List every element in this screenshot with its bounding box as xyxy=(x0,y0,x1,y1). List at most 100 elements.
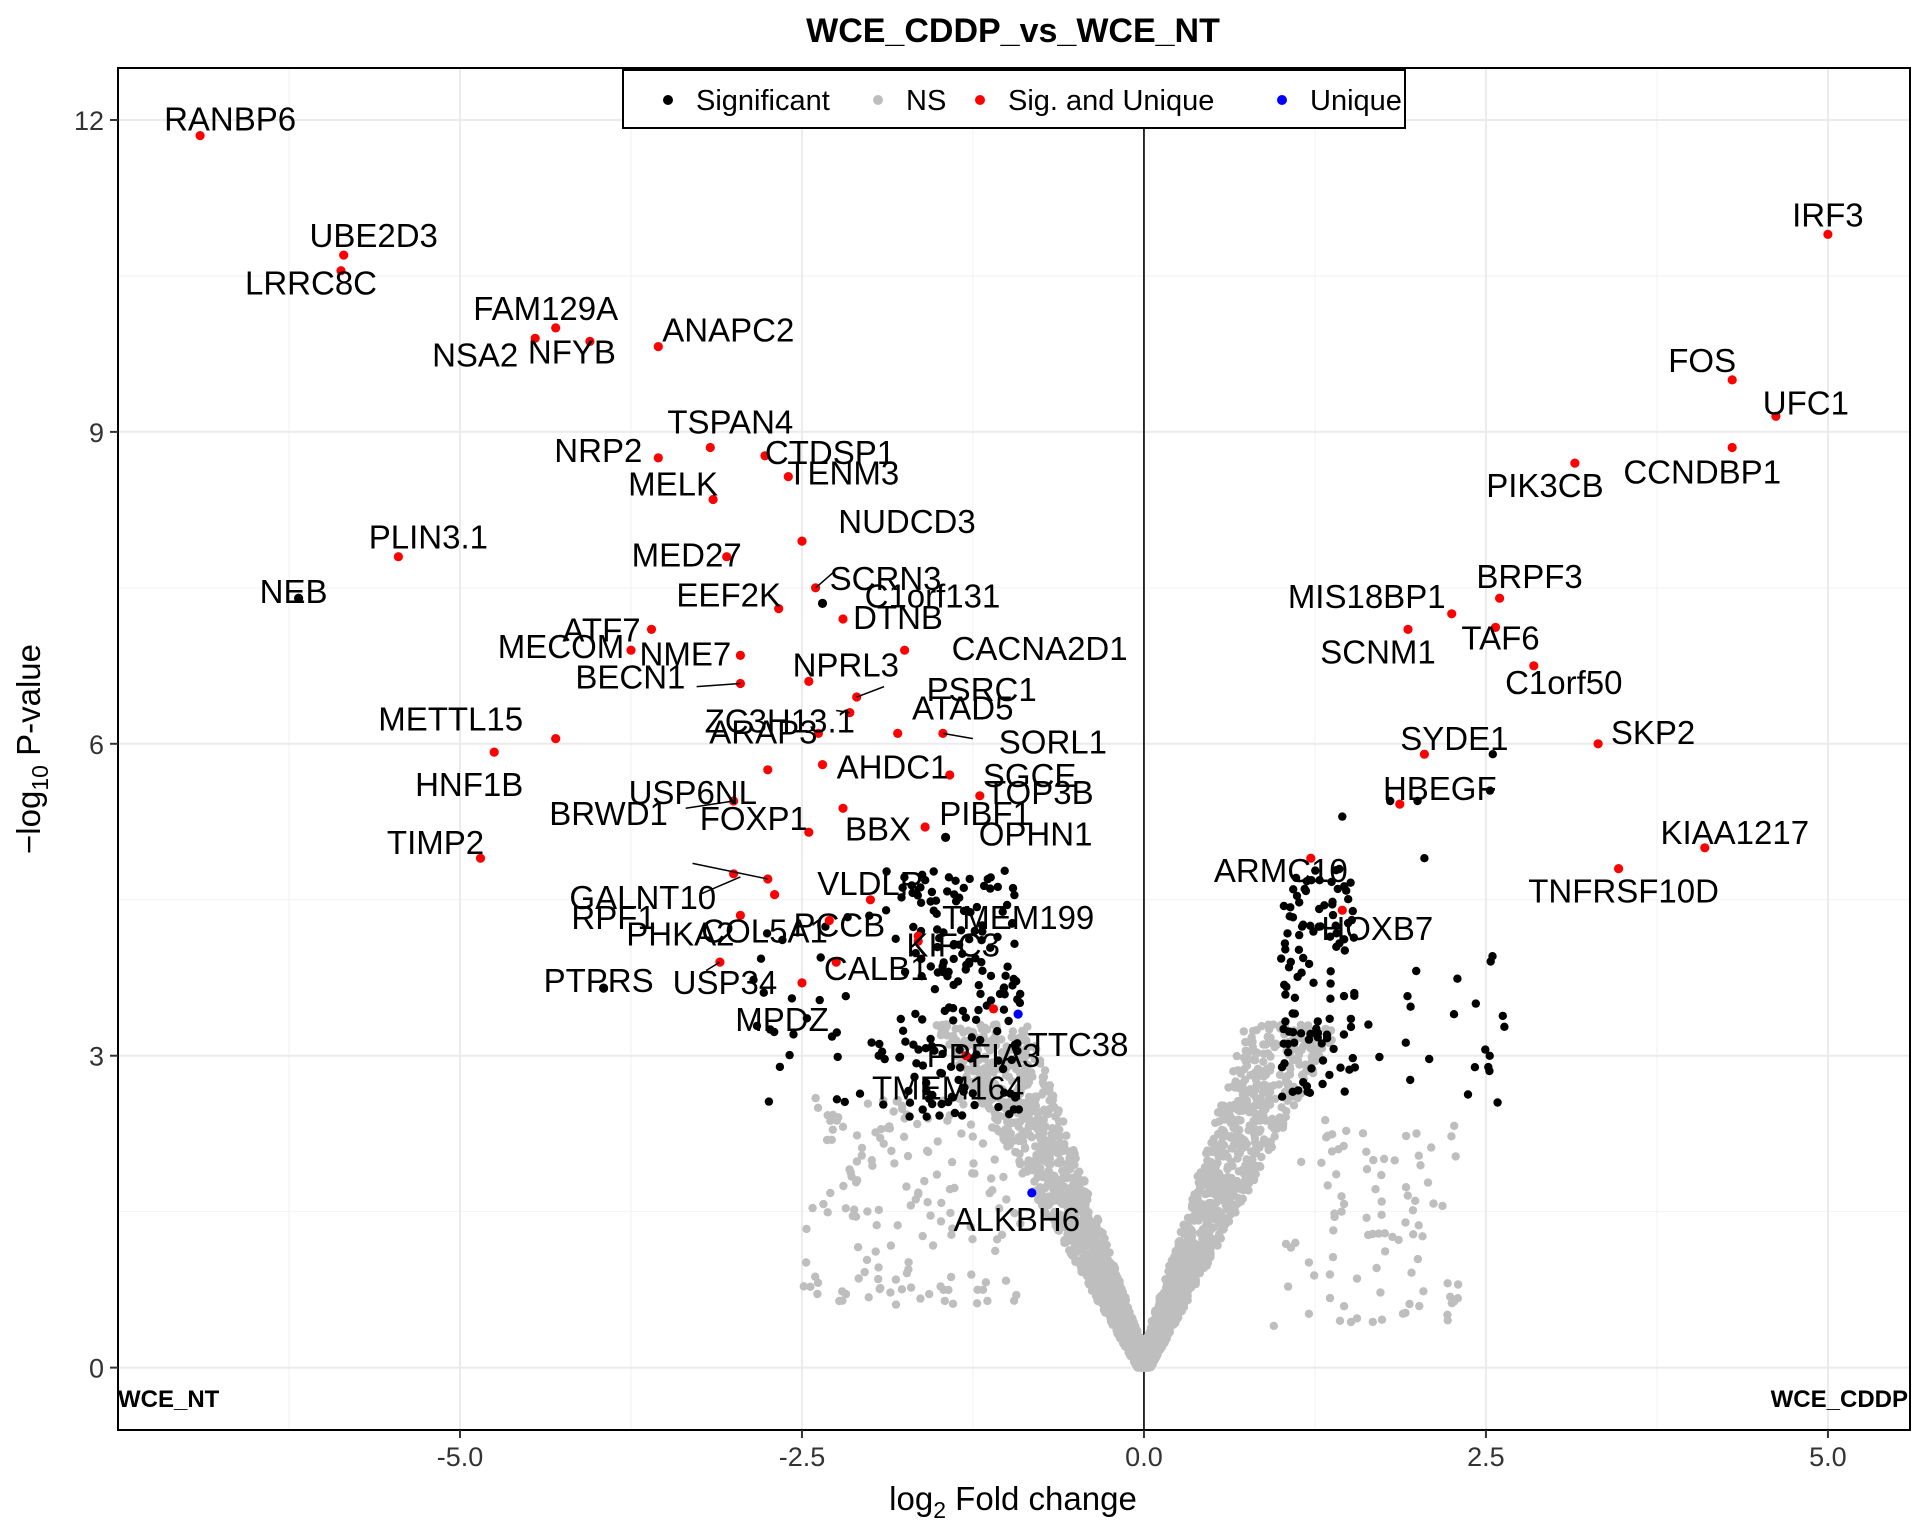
data-point xyxy=(926,897,935,906)
data-point xyxy=(1304,959,1314,969)
data-point xyxy=(1013,1039,1022,1048)
data-point xyxy=(1498,1011,1508,1021)
data-point xyxy=(867,1038,876,1047)
data-point xyxy=(852,1131,862,1140)
data-point xyxy=(1016,1159,1025,1168)
data-point xyxy=(1281,1017,1290,1026)
data-point xyxy=(770,1027,779,1037)
data-point xyxy=(1112,1270,1121,1280)
data-point xyxy=(1298,1042,1308,1051)
data-point xyxy=(1371,1185,1380,1194)
data-point xyxy=(1042,1157,1051,1167)
gene-label: TMEM199 xyxy=(942,899,1094,936)
data-point xyxy=(923,1198,932,1207)
data-point xyxy=(1317,1158,1326,1168)
data-point xyxy=(1196,1207,1205,1216)
data-point xyxy=(1309,978,1318,987)
data-point xyxy=(1187,1227,1197,1236)
data-point xyxy=(980,1052,990,1062)
data-point xyxy=(1258,1100,1267,1109)
gene-label: SCNM1 xyxy=(1320,633,1436,670)
data-point-tenm3 xyxy=(783,472,793,482)
data-point-scnm1 xyxy=(1403,624,1413,635)
data-point xyxy=(978,1099,987,1108)
data-point xyxy=(900,873,909,882)
data-point xyxy=(1235,1125,1244,1135)
data-point xyxy=(1322,1034,1332,1043)
data-point xyxy=(1338,812,1347,821)
data-point xyxy=(983,1296,992,1306)
data-point xyxy=(1096,1286,1105,1295)
data-point xyxy=(851,1178,861,1187)
data-point xyxy=(1238,1090,1248,1100)
data-point xyxy=(1252,1026,1261,1035)
data-point xyxy=(1346,878,1355,887)
data-point xyxy=(1368,1229,1377,1239)
data-point xyxy=(1265,1100,1275,1109)
data-point-nrp2 xyxy=(653,453,663,463)
data-point xyxy=(875,1039,884,1049)
data-point xyxy=(1244,1176,1253,1186)
data-point xyxy=(1123,1343,1133,1352)
data-point xyxy=(813,1103,823,1113)
data-point xyxy=(1327,877,1336,887)
data-point xyxy=(897,1285,907,1294)
data-point xyxy=(813,1289,822,1299)
data-point xyxy=(1176,1305,1185,1315)
data-point xyxy=(1094,1297,1103,1306)
data-point xyxy=(1449,1010,1459,1019)
legend-swatch xyxy=(873,95,883,105)
data-point-top3b xyxy=(975,791,985,801)
gene-label: NEB xyxy=(260,573,328,610)
data-point xyxy=(1047,1133,1057,1143)
data-point xyxy=(1176,1227,1186,1237)
data-point xyxy=(977,958,986,967)
data-point xyxy=(1165,1267,1174,1276)
data-point xyxy=(1002,900,1012,910)
data-point xyxy=(891,1300,901,1309)
data-point xyxy=(1342,1126,1351,1136)
data-point xyxy=(978,921,987,930)
data-point xyxy=(1236,1079,1245,1089)
data-point-col5a1 xyxy=(770,890,780,900)
data-point xyxy=(947,1230,956,1240)
data-point xyxy=(910,1072,919,1082)
data-point xyxy=(925,1289,934,1299)
data-point xyxy=(959,906,969,916)
data-point xyxy=(1041,1209,1051,1218)
data-point xyxy=(985,1046,995,1055)
gene-label: TSPAN4 xyxy=(667,404,793,441)
data-point xyxy=(1413,1254,1423,1264)
data-point xyxy=(1136,1360,1145,1370)
gene-label: VLDLR xyxy=(817,865,923,902)
data-point xyxy=(1101,1297,1110,1307)
data-point-kifc3 xyxy=(913,936,923,946)
data-point xyxy=(970,1169,979,1178)
data-point xyxy=(1190,1248,1199,1257)
data-point-nprl3 xyxy=(804,676,814,687)
data-point-tmem164 xyxy=(961,1051,971,1061)
data-point xyxy=(909,922,918,932)
gene-label: UBE2D3 xyxy=(310,217,438,254)
data-point xyxy=(1241,1037,1250,1047)
gene-label: MELK xyxy=(628,466,718,503)
data-point-mpdz xyxy=(797,978,807,988)
data-point xyxy=(1008,1077,1017,1086)
data-point xyxy=(1310,1271,1319,1280)
gene-label: CACNA2D1 xyxy=(952,630,1128,667)
data-point xyxy=(935,934,944,943)
data-point xyxy=(1081,1200,1090,1209)
legend-swatch xyxy=(975,95,985,105)
gene-label: FOXP1 xyxy=(700,800,808,837)
data-point xyxy=(1447,1132,1456,1141)
y-axis-title: −log10 P-value xyxy=(10,644,53,854)
data-point xyxy=(1348,1053,1358,1063)
gene-label: TAF6 xyxy=(1461,619,1539,656)
data-point xyxy=(1450,1121,1459,1131)
data-point xyxy=(1214,1129,1223,1139)
data-point xyxy=(1079,1227,1088,1236)
gene-label: PCCB xyxy=(793,907,885,944)
data-point xyxy=(1118,1287,1127,1296)
data-point xyxy=(1227,1157,1236,1167)
data-point xyxy=(918,1061,928,1070)
